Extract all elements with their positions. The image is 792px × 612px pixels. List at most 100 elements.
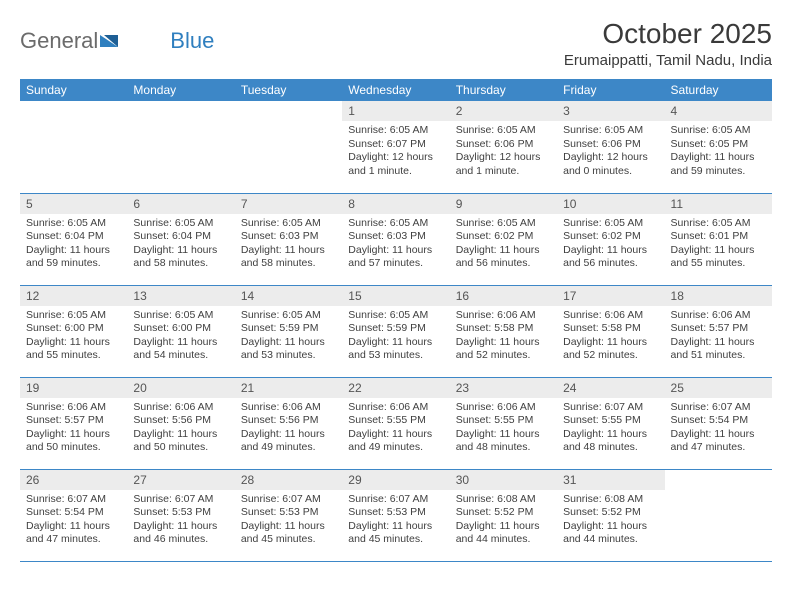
calendar-cell-empty: [235, 101, 342, 193]
day-number: 6: [127, 194, 234, 214]
calendar-cell: 31Sunrise: 6:08 AMSunset: 5:52 PMDayligh…: [557, 469, 664, 561]
calendar-cell: 11Sunrise: 6:05 AMSunset: 6:01 PMDayligh…: [665, 193, 772, 285]
day-number: 27: [127, 470, 234, 490]
day-number: 13: [127, 286, 234, 306]
column-header: Sunday: [20, 79, 127, 101]
calendar-cell: 25Sunrise: 6:07 AMSunset: 5:54 PMDayligh…: [665, 377, 772, 469]
day-info: Sunrise: 6:07 AMSunset: 5:54 PMDaylight:…: [665, 398, 772, 460]
day-number: 31: [557, 470, 664, 490]
calendar-cell-empty: [127, 101, 234, 193]
calendar-table: SundayMondayTuesdayWednesdayThursdayFrid…: [20, 79, 772, 562]
calendar-row: 1Sunrise: 6:05 AMSunset: 6:07 PMDaylight…: [20, 101, 772, 193]
calendar-cell: 1Sunrise: 6:05 AMSunset: 6:07 PMDaylight…: [342, 101, 449, 193]
day-number: 14: [235, 286, 342, 306]
column-header: Wednesday: [342, 79, 449, 101]
day-info: Sunrise: 6:05 AMSunset: 5:59 PMDaylight:…: [235, 306, 342, 368]
day-info: Sunrise: 6:05 AMSunset: 6:02 PMDaylight:…: [450, 214, 557, 276]
day-info: Sunrise: 6:05 AMSunset: 6:00 PMDaylight:…: [20, 306, 127, 368]
day-number: 23: [450, 378, 557, 398]
calendar-cell: 6Sunrise: 6:05 AMSunset: 6:04 PMDaylight…: [127, 193, 234, 285]
calendar-cell: 19Sunrise: 6:06 AMSunset: 5:57 PMDayligh…: [20, 377, 127, 469]
day-info: Sunrise: 6:06 AMSunset: 5:58 PMDaylight:…: [450, 306, 557, 368]
day-info: Sunrise: 6:05 AMSunset: 6:02 PMDaylight:…: [557, 214, 664, 276]
calendar-cell-empty: [20, 101, 127, 193]
day-number: 1: [342, 101, 449, 121]
calendar-cell: 18Sunrise: 6:06 AMSunset: 5:57 PMDayligh…: [665, 285, 772, 377]
day-number: 24: [557, 378, 664, 398]
title-block: October 2025 Erumaippatti, Tamil Nadu, I…: [564, 18, 772, 69]
day-info: Sunrise: 6:07 AMSunset: 5:53 PMDaylight:…: [342, 490, 449, 552]
calendar-cell: 27Sunrise: 6:07 AMSunset: 5:53 PMDayligh…: [127, 469, 234, 561]
day-number: 16: [450, 286, 557, 306]
calendar-row: 12Sunrise: 6:05 AMSunset: 6:00 PMDayligh…: [20, 285, 772, 377]
calendar-cell: 13Sunrise: 6:05 AMSunset: 6:00 PMDayligh…: [127, 285, 234, 377]
day-number: 30: [450, 470, 557, 490]
day-number: 11: [665, 194, 772, 214]
day-number: 7: [235, 194, 342, 214]
calendar-cell: 20Sunrise: 6:06 AMSunset: 5:56 PMDayligh…: [127, 377, 234, 469]
brand-logo: General Blue: [20, 28, 214, 54]
calendar-row: 19Sunrise: 6:06 AMSunset: 5:57 PMDayligh…: [20, 377, 772, 469]
day-info: Sunrise: 6:06 AMSunset: 5:57 PMDaylight:…: [20, 398, 127, 460]
calendar-cell: 28Sunrise: 6:07 AMSunset: 5:53 PMDayligh…: [235, 469, 342, 561]
day-info: Sunrise: 6:08 AMSunset: 5:52 PMDaylight:…: [557, 490, 664, 552]
calendar-cell: 5Sunrise: 6:05 AMSunset: 6:04 PMDaylight…: [20, 193, 127, 285]
day-info: Sunrise: 6:05 AMSunset: 6:07 PMDaylight:…: [342, 121, 449, 183]
column-header: Tuesday: [235, 79, 342, 101]
brand-triangle-icon: [100, 31, 122, 52]
calendar-cell: 29Sunrise: 6:07 AMSunset: 5:53 PMDayligh…: [342, 469, 449, 561]
calendar-cell: 2Sunrise: 6:05 AMSunset: 6:06 PMDaylight…: [450, 101, 557, 193]
day-number: 25: [665, 378, 772, 398]
day-info: Sunrise: 6:08 AMSunset: 5:52 PMDaylight:…: [450, 490, 557, 552]
day-info: Sunrise: 6:07 AMSunset: 5:54 PMDaylight:…: [20, 490, 127, 552]
day-info: Sunrise: 6:06 AMSunset: 5:56 PMDaylight:…: [235, 398, 342, 460]
calendar-cell: 9Sunrise: 6:05 AMSunset: 6:02 PMDaylight…: [450, 193, 557, 285]
day-number: 21: [235, 378, 342, 398]
calendar-row: 5Sunrise: 6:05 AMSunset: 6:04 PMDaylight…: [20, 193, 772, 285]
calendar-cell: 30Sunrise: 6:08 AMSunset: 5:52 PMDayligh…: [450, 469, 557, 561]
day-info: Sunrise: 6:05 AMSunset: 6:06 PMDaylight:…: [557, 121, 664, 183]
day-number: 8: [342, 194, 449, 214]
day-number: 5: [20, 194, 127, 214]
calendar-cell: 4Sunrise: 6:05 AMSunset: 6:05 PMDaylight…: [665, 101, 772, 193]
calendar-cell: 8Sunrise: 6:05 AMSunset: 6:03 PMDaylight…: [342, 193, 449, 285]
day-number: 3: [557, 101, 664, 121]
calendar-cell: 22Sunrise: 6:06 AMSunset: 5:55 PMDayligh…: [342, 377, 449, 469]
day-info: Sunrise: 6:06 AMSunset: 5:56 PMDaylight:…: [127, 398, 234, 460]
day-info: Sunrise: 6:05 AMSunset: 6:00 PMDaylight:…: [127, 306, 234, 368]
day-info: Sunrise: 6:06 AMSunset: 5:55 PMDaylight:…: [450, 398, 557, 460]
calendar-cell: 21Sunrise: 6:06 AMSunset: 5:56 PMDayligh…: [235, 377, 342, 469]
day-info: Sunrise: 6:05 AMSunset: 6:04 PMDaylight:…: [20, 214, 127, 276]
calendar-cell: 10Sunrise: 6:05 AMSunset: 6:02 PMDayligh…: [557, 193, 664, 285]
day-info: Sunrise: 6:05 AMSunset: 5:59 PMDaylight:…: [342, 306, 449, 368]
calendar-cell: 15Sunrise: 6:05 AMSunset: 5:59 PMDayligh…: [342, 285, 449, 377]
day-number: 2: [450, 101, 557, 121]
column-header: Friday: [557, 79, 664, 101]
calendar-row: 26Sunrise: 6:07 AMSunset: 5:54 PMDayligh…: [20, 469, 772, 561]
calendar-cell: 12Sunrise: 6:05 AMSunset: 6:00 PMDayligh…: [20, 285, 127, 377]
calendar-cell: 24Sunrise: 6:07 AMSunset: 5:55 PMDayligh…: [557, 377, 664, 469]
day-number: 28: [235, 470, 342, 490]
day-number: 20: [127, 378, 234, 398]
day-number: 15: [342, 286, 449, 306]
day-number: 10: [557, 194, 664, 214]
calendar-head: SundayMondayTuesdayWednesdayThursdayFrid…: [20, 79, 772, 101]
day-number: 26: [20, 470, 127, 490]
brand-part2: Blue: [170, 28, 214, 54]
day-number: 18: [665, 286, 772, 306]
day-info: Sunrise: 6:05 AMSunset: 6:03 PMDaylight:…: [235, 214, 342, 276]
day-number: 19: [20, 378, 127, 398]
day-info: Sunrise: 6:05 AMSunset: 6:01 PMDaylight:…: [665, 214, 772, 276]
calendar-cell: 14Sunrise: 6:05 AMSunset: 5:59 PMDayligh…: [235, 285, 342, 377]
calendar-cell: 7Sunrise: 6:05 AMSunset: 6:03 PMDaylight…: [235, 193, 342, 285]
calendar-cell-empty: [665, 469, 772, 561]
calendar-body: 1Sunrise: 6:05 AMSunset: 6:07 PMDaylight…: [20, 101, 772, 561]
calendar-cell: 3Sunrise: 6:05 AMSunset: 6:06 PMDaylight…: [557, 101, 664, 193]
page-header: General Blue October 2025 Erumaippatti, …: [20, 18, 772, 69]
day-info: Sunrise: 6:07 AMSunset: 5:55 PMDaylight:…: [557, 398, 664, 460]
day-number: 22: [342, 378, 449, 398]
column-header: Monday: [127, 79, 234, 101]
day-info: Sunrise: 6:06 AMSunset: 5:57 PMDaylight:…: [665, 306, 772, 368]
column-header: Saturday: [665, 79, 772, 101]
day-number: 17: [557, 286, 664, 306]
